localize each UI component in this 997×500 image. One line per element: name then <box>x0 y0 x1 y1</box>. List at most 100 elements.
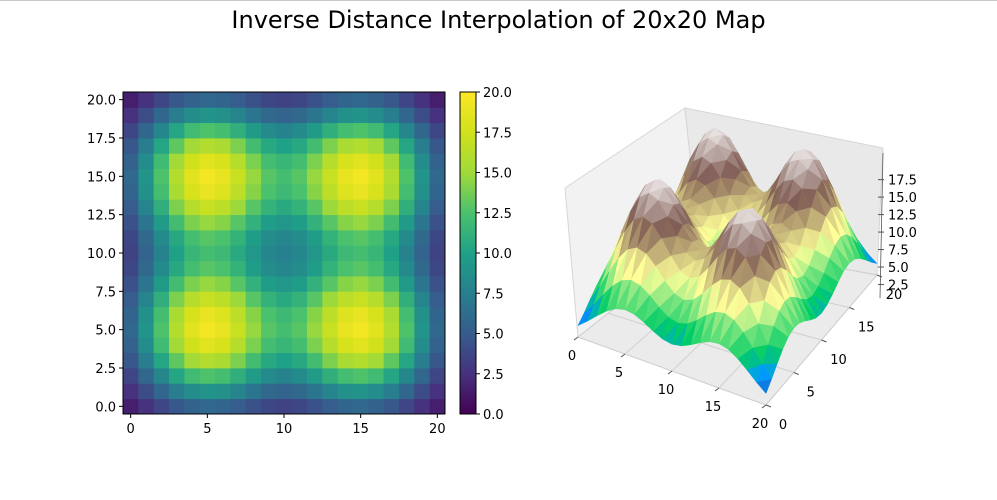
heatmap-cell <box>245 107 262 124</box>
heatmap-cell <box>230 138 247 154</box>
heatmap-cell <box>399 153 415 170</box>
heatmap-cell <box>429 245 446 262</box>
heatmap-cell <box>429 306 446 323</box>
heatmap-cell <box>169 122 185 139</box>
heatmap-cell <box>383 337 400 354</box>
heatmap-cell <box>276 230 293 246</box>
heatmap-cell <box>414 398 431 415</box>
heatmap-cell <box>215 199 231 216</box>
heatmap-cell <box>368 245 385 262</box>
heatmap-cell <box>307 383 323 400</box>
heatmap-cell <box>399 322 415 338</box>
colorbar-tick-label: 5.0 <box>483 328 504 343</box>
y3d-tick <box>849 307 855 310</box>
z3d-tick-label: 17.5 <box>888 174 917 189</box>
heatmap-cell <box>261 107 277 124</box>
heatmap-cell <box>199 398 216 415</box>
heatmap-cell <box>215 184 231 200</box>
heatmap-cell <box>138 153 155 170</box>
heatmap-cell <box>123 153 139 170</box>
heatmap-cell <box>399 168 415 185</box>
colorbar-tick-label: 0.0 <box>483 408 504 423</box>
heatmap-cell <box>276 322 293 338</box>
heatmap-cell <box>261 92 277 108</box>
heatmap-cell <box>353 306 369 323</box>
heatmap-cell <box>153 168 170 185</box>
heatmap-cell <box>169 306 185 323</box>
heatmap-cell <box>169 276 185 292</box>
heatmap-cell <box>291 245 308 262</box>
heatmap-cell <box>322 199 339 216</box>
heatmap-cell <box>291 184 308 200</box>
heatmap-cell <box>261 383 277 400</box>
heatmap-cell <box>337 322 354 338</box>
surface-facet <box>624 285 641 315</box>
heatmap-cell <box>138 107 155 124</box>
heatmap-cell <box>169 92 185 108</box>
z3d-axis <box>879 153 884 299</box>
heatmap-cell <box>245 276 262 292</box>
heatmap-cell <box>353 138 369 154</box>
heatmap-cell <box>276 138 293 154</box>
heatmap-cell <box>337 352 354 369</box>
heatmap-cell <box>368 276 385 292</box>
surface-facet <box>699 311 716 343</box>
heatmap-cell <box>138 199 155 216</box>
z3d-tick-label: 15.0 <box>888 191 917 206</box>
heatmap-cell <box>261 398 277 415</box>
heatmap-cell <box>261 260 277 277</box>
heatmap-cell <box>199 184 216 200</box>
heatmap-cell <box>215 368 231 384</box>
heatmap-cell <box>383 322 400 338</box>
heatmap-cell <box>307 306 323 323</box>
surface-facet <box>756 378 772 394</box>
heatmap-cell <box>153 245 170 262</box>
x3d-tick <box>573 336 579 341</box>
heatmap-cell <box>245 138 262 154</box>
heatmap-cell <box>199 337 216 354</box>
heatmap-cell <box>261 337 277 354</box>
surface-facet <box>671 323 688 347</box>
heatmap-cell <box>353 276 369 292</box>
heatmap-cell <box>199 276 216 292</box>
heatmap-cell <box>399 122 415 139</box>
heatmap-cell <box>123 291 139 308</box>
heatmap-cell <box>414 122 431 139</box>
heatmap-cell <box>199 153 216 170</box>
heatmap-cell <box>123 276 139 292</box>
heatmap-cell <box>184 337 201 354</box>
heatmap-cell <box>184 199 201 216</box>
heatmap-cell <box>184 107 201 124</box>
heatmap-cell <box>215 107 231 124</box>
heatmap-cell <box>261 122 277 139</box>
heatmap-cell <box>245 199 262 216</box>
heatmap-cell <box>383 306 400 323</box>
surface-facet <box>690 315 707 346</box>
heatmap-cell <box>414 214 431 231</box>
heatmap-cell <box>368 291 385 308</box>
heatmap-cell <box>138 291 155 308</box>
z3d-tick-label: 2.5 <box>888 279 909 294</box>
heatmap-cell <box>337 398 354 415</box>
heatmap-cell <box>199 260 216 277</box>
heatmap-cell <box>307 260 323 277</box>
heatmap-cell <box>307 92 323 108</box>
z3d-tick-label: 7.5 <box>888 244 909 259</box>
heatmap-cell <box>307 230 323 246</box>
heatmap-cell <box>322 276 339 292</box>
heatmap-cell <box>383 214 400 231</box>
heatmap-cell <box>368 260 385 277</box>
x3d-tick-label: 5 <box>615 366 623 381</box>
heatmap-cell <box>169 138 185 154</box>
y3d-tick <box>876 274 883 278</box>
heatmap-cell <box>322 383 339 400</box>
heatmap-cell <box>276 398 293 415</box>
heatmap-cell <box>153 153 170 170</box>
heatmap-cell <box>307 214 323 231</box>
heatmap-cell <box>307 184 323 200</box>
heatmap-cell <box>184 306 201 323</box>
heatmap-cell <box>215 322 231 338</box>
heatmap-cell <box>353 352 369 369</box>
heatmap-cell <box>383 138 400 154</box>
x-tick-label: 10 <box>276 422 293 437</box>
